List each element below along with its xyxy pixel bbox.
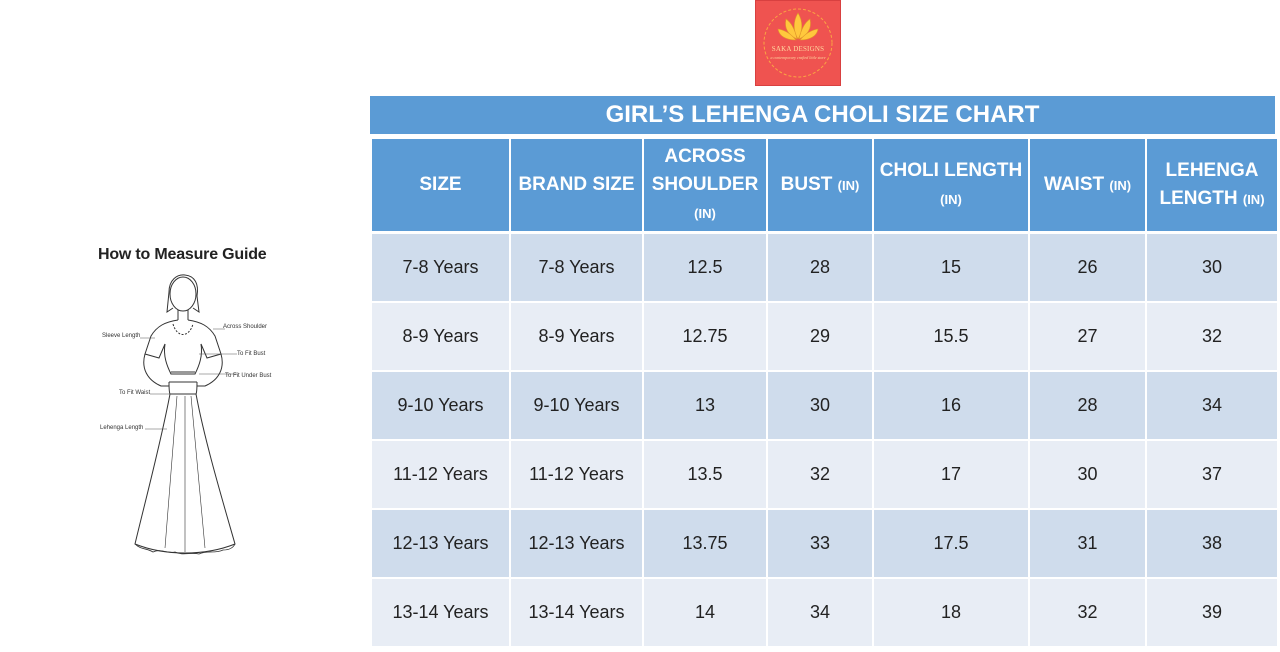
measure-guide-title: How to Measure Guide: [98, 246, 267, 263]
table-row: 8-9 Years 8-9 Years 12.75 29 15.5 27 32: [372, 303, 1277, 372]
dress-figure-illustration: [134, 274, 237, 555]
cell-choli-length: 18: [874, 579, 1028, 648]
cell-waist: 30: [1030, 441, 1145, 510]
cell-waist: 31: [1030, 510, 1145, 579]
cell-waist: 32: [1030, 579, 1145, 648]
cell-lehenga-length: 38: [1147, 510, 1277, 579]
cell-brand-size: 9-10 Years: [511, 372, 642, 441]
cell-bust: 33: [768, 510, 872, 579]
table-row: 12-13 Years 12-13 Years 13.75 33 17.5 31…: [372, 510, 1277, 579]
col-header-bust: BUST (IN): [768, 139, 872, 234]
cell-bust: 30: [768, 372, 872, 441]
size-chart-title: GIRL’S LEHENGA CHOLI SIZE CHART: [370, 96, 1275, 134]
cell-size: 8-9 Years: [372, 303, 509, 372]
size-chart-table: SIZE BRAND SIZE ACROSS SHOULDER (IN) BUS…: [370, 139, 1279, 648]
table-row: 13-14 Years 13-14 Years 14 34 18 32 39: [372, 579, 1277, 648]
cell-waist: 26: [1030, 234, 1145, 303]
col-header-brand-size: BRAND SIZE: [511, 139, 642, 234]
logo-tagline: a contemporary crafted little store: [770, 55, 826, 60]
col-header-waist: WAIST (IN): [1030, 139, 1145, 234]
cell-lehenga-length: 34: [1147, 372, 1277, 441]
logo-brand-name: SAKA DESIGNS: [771, 45, 825, 53]
cell-size: 7-8 Years: [372, 234, 509, 303]
cell-choli-length: 17.5: [874, 510, 1028, 579]
label-sleeve-length: Sleeve Length: [102, 333, 141, 339]
table-header-row: SIZE BRAND SIZE ACROSS SHOULDER (IN) BUS…: [372, 139, 1277, 234]
cell-waist: 27: [1030, 303, 1145, 372]
cell-across-shoulder: 13.5: [644, 441, 766, 510]
col-header-choli-length: CHOLI LENGTH (IN): [874, 139, 1028, 234]
cell-choli-length: 17: [874, 441, 1028, 510]
cell-across-shoulder: 13: [644, 372, 766, 441]
col-header-lehenga-length: LEHENGA LENGTH (IN): [1147, 139, 1277, 234]
cell-bust: 34: [768, 579, 872, 648]
cell-waist: 28: [1030, 372, 1145, 441]
label-lehenga-length: Lehenga Length: [100, 425, 144, 431]
cell-bust: 28: [768, 234, 872, 303]
lotus-icon: [763, 8, 833, 78]
cell-bust: 29: [768, 303, 872, 372]
cell-lehenga-length: 37: [1147, 441, 1277, 510]
col-header-size: SIZE: [372, 139, 509, 234]
cell-across-shoulder: 12.75: [644, 303, 766, 372]
table-row: 7-8 Years 7-8 Years 12.5 28 15 26 30: [372, 234, 1277, 303]
cell-brand-size: 8-9 Years: [511, 303, 642, 372]
cell-lehenga-length: 32: [1147, 303, 1277, 372]
cell-across-shoulder: 14: [644, 579, 766, 648]
cell-brand-size: 7-8 Years: [511, 234, 642, 303]
label-fit-bust: To Fit Bust: [237, 351, 266, 357]
cell-choli-length: 16: [874, 372, 1028, 441]
label-fit-waist: To Fit Waist: [119, 390, 151, 396]
label-fit-under-bust: To Fit Under Bust: [225, 373, 272, 379]
cell-across-shoulder: 13.75: [644, 510, 766, 579]
cell-size: 9-10 Years: [372, 372, 509, 441]
col-header-across-shoulder: ACROSS SHOULDER (IN): [644, 139, 766, 234]
cell-bust: 32: [768, 441, 872, 510]
cell-lehenga-length: 30: [1147, 234, 1277, 303]
cell-size: 13-14 Years: [372, 579, 509, 648]
label-across-shoulder: Across Shoulder: [223, 324, 268, 330]
cell-size: 12-13 Years: [372, 510, 509, 579]
cell-brand-size: 11-12 Years: [511, 441, 642, 510]
brand-logo: SAKA DESIGNS a contemporary crafted litt…: [755, 0, 841, 86]
cell-size: 11-12 Years: [372, 441, 509, 510]
cell-brand-size: 12-13 Years: [511, 510, 642, 579]
measure-guide-figure: Sleeve Length Across Shoulder To Fit Bus…: [95, 272, 285, 577]
cell-choli-length: 15: [874, 234, 1028, 303]
cell-lehenga-length: 39: [1147, 579, 1277, 648]
table-row: 9-10 Years 9-10 Years 13 30 16 28 34: [372, 372, 1277, 441]
cell-choli-length: 15.5: [874, 303, 1028, 372]
cell-across-shoulder: 12.5: [644, 234, 766, 303]
cell-brand-size: 13-14 Years: [511, 579, 642, 648]
table-row: 11-12 Years 11-12 Years 13.5 32 17 30 37: [372, 441, 1277, 510]
